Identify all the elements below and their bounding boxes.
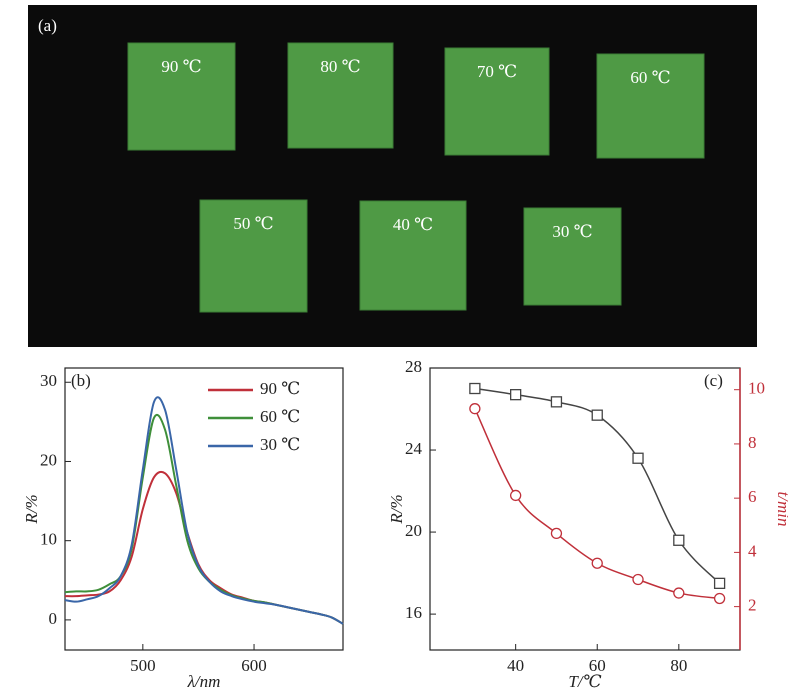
- y2-tick-label: 6: [748, 487, 757, 506]
- y-tick-label: 10: [40, 530, 57, 549]
- sample-label: 50 ℃: [233, 214, 273, 233]
- marker: [673, 587, 685, 599]
- series-line: [474, 408, 720, 600]
- legend-label: 60 ℃: [260, 407, 300, 426]
- marker: [673, 534, 685, 546]
- sample-label: 30 ℃: [552, 222, 592, 241]
- y-tick-label: 0: [49, 609, 58, 628]
- y-tick-label: 20: [40, 450, 57, 469]
- panel-label: (b): [71, 371, 91, 390]
- fabric-sample: [596, 53, 705, 159]
- legend-label: 90 ℃: [260, 379, 300, 398]
- fabric-sample: [199, 199, 308, 313]
- y2-tick-label: 10: [748, 379, 765, 398]
- x-tick-label: 500: [130, 656, 156, 675]
- marker: [550, 527, 563, 540]
- marker: [469, 403, 481, 415]
- sample-label: 80 ℃: [320, 57, 360, 76]
- marker: [510, 389, 522, 401]
- marker: [713, 592, 726, 605]
- sample-label: 90 ℃: [161, 57, 201, 76]
- y-axis-label: R/%: [22, 494, 41, 524]
- photo-panel: (a) 90 ℃ 80 ℃ 70 ℃ 60 ℃ 50 ℃ 40 ℃ 30 ℃: [28, 5, 757, 347]
- y-tick-label: 20: [405, 521, 422, 540]
- legend-label: 30 ℃: [260, 435, 300, 454]
- fabric-sample: [127, 42, 236, 151]
- x-tick-label: 600: [241, 656, 267, 675]
- marker: [469, 382, 481, 395]
- y2-tick-label: 2: [748, 596, 757, 615]
- series-line: [64, 396, 344, 625]
- panel-label: (a): [38, 16, 57, 35]
- y-tick-label: 28: [405, 357, 422, 376]
- plot-frame: [64, 367, 344, 651]
- x-axis-label: λ/nm: [187, 672, 221, 689]
- panel-label: (c): [704, 371, 723, 390]
- y-tick-label: 24: [405, 439, 423, 458]
- sample-label: 40 ℃: [393, 215, 433, 234]
- fabric-sample: [287, 42, 394, 149]
- marker: [632, 452, 644, 464]
- y-tick-label: 30: [40, 371, 57, 390]
- fabric-sample: [444, 47, 550, 156]
- marker: [632, 573, 644, 586]
- y-tick-label: 16: [405, 603, 422, 622]
- fabric-sample: [523, 207, 622, 306]
- marker: [510, 489, 522, 502]
- series-line: [64, 470, 344, 625]
- sample-label: 70 ℃: [477, 62, 517, 81]
- y2-tick-label: 8: [748, 433, 757, 452]
- marker: [591, 409, 603, 421]
- x-axis-label: T/℃: [568, 672, 601, 689]
- sample-label: 60 ℃: [630, 68, 670, 87]
- y2-axis-label: t/min: [774, 492, 788, 527]
- x-tick-label: 40: [507, 656, 524, 675]
- marker: [713, 577, 726, 589]
- marker: [591, 557, 603, 569]
- x-tick-label: 60: [589, 656, 606, 675]
- y-axis-label: R/%: [387, 494, 406, 524]
- fabric-sample: [359, 200, 467, 311]
- y2-tick-label: 4: [748, 541, 757, 560]
- x-tick-label: 80: [670, 656, 687, 675]
- marker: [550, 396, 563, 408]
